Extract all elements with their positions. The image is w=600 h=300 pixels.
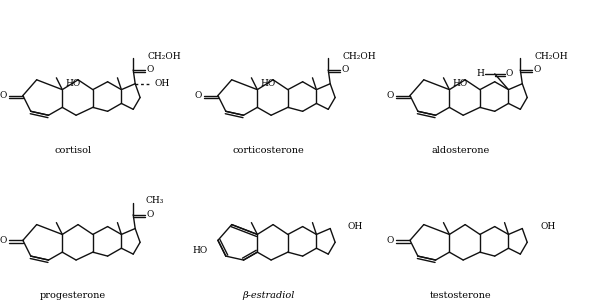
Text: CH₂OH: CH₂OH [147, 52, 181, 61]
Text: progesterone: progesterone [40, 291, 106, 300]
Text: HO: HO [261, 79, 276, 88]
Text: O: O [146, 65, 154, 74]
Text: O: O [0, 236, 7, 245]
Text: O: O [146, 210, 154, 219]
Text: O: O [386, 236, 394, 245]
Text: O: O [533, 65, 541, 74]
Text: OH: OH [155, 79, 170, 88]
Text: OH: OH [348, 222, 363, 231]
Text: HO: HO [193, 246, 208, 255]
Text: HO: HO [453, 79, 468, 88]
Text: H: H [476, 69, 484, 78]
Text: O: O [386, 91, 394, 100]
Text: O: O [341, 65, 349, 74]
Text: cortisol: cortisol [55, 146, 92, 155]
Text: β-estradiol: β-estradiol [242, 291, 295, 300]
Text: HO: HO [66, 79, 81, 88]
Text: O: O [506, 69, 513, 78]
Text: CH₂OH: CH₂OH [342, 52, 376, 61]
Text: aldosterone: aldosterone [431, 146, 490, 155]
Text: corticosterone: corticosterone [232, 146, 304, 155]
Text: testosterone: testosterone [430, 291, 491, 300]
Text: CH₃: CH₃ [145, 196, 163, 206]
Text: CH₂OH: CH₂OH [534, 52, 568, 61]
Text: OH: OH [540, 222, 555, 231]
Text: O: O [0, 91, 7, 100]
Text: O: O [194, 91, 202, 100]
